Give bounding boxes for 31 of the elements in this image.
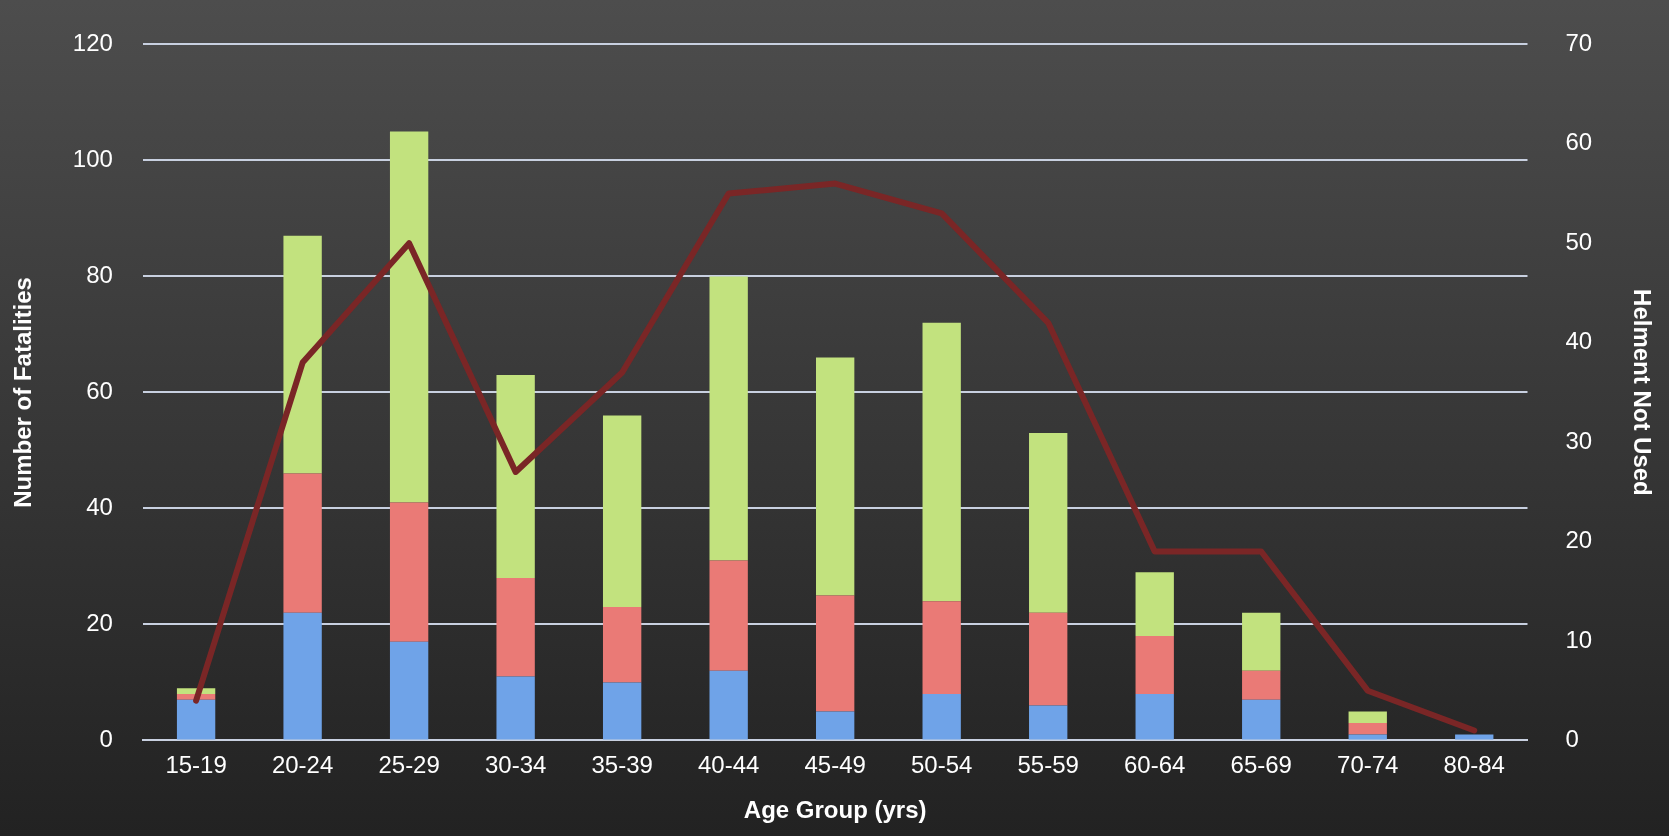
x-tick-label: 55-59	[1017, 751, 1079, 779]
x-tick-label: 35-39	[591, 751, 653, 779]
y2-tick-label: 10	[1565, 625, 1593, 653]
y2-tick-label: 20	[1565, 526, 1593, 554]
y-tick-label: 60	[86, 377, 113, 405]
y2-tick-label: 60	[1565, 128, 1593, 156]
y-tick-label: 120	[72, 29, 113, 57]
x-tick-label: 20-24	[271, 751, 334, 779]
x-tick-label: 30-34	[484, 751, 547, 779]
y2-tick-label: 30	[1565, 426, 1593, 454]
y-axis-title: Number of Fatalities	[9, 277, 37, 508]
x-tick-label: 80-84	[1443, 751, 1505, 779]
x-axis-title: Age Group (yrs)	[743, 796, 927, 824]
x-tick-label: 65-69	[1230, 751, 1292, 779]
x-tick-label: 15-19	[165, 751, 227, 779]
y-tick-label: 80	[86, 261, 113, 289]
y-tick-label: 0	[99, 725, 113, 753]
x-tick-label: 45-49	[804, 751, 866, 779]
y-tick-label: 40	[86, 493, 113, 521]
x-tick-label: 70-74	[1337, 751, 1399, 779]
x-tick-label: 40-44	[697, 751, 760, 779]
y2-tick-label: 0	[1565, 725, 1579, 753]
y2-tick-label: 50	[1565, 227, 1593, 255]
y2-tick-label: 40	[1565, 327, 1593, 355]
x-tick-label: 25-29	[378, 751, 440, 779]
x-tick-label: 60-64	[1124, 751, 1186, 779]
y-tick-label: 100	[72, 145, 113, 173]
x-tick-label: 50-54	[910, 751, 973, 779]
y2-tick-label: 70	[1565, 29, 1593, 57]
y2-axis-title: Helment Not Used	[1628, 289, 1656, 496]
y-tick-label: 20	[86, 609, 113, 637]
